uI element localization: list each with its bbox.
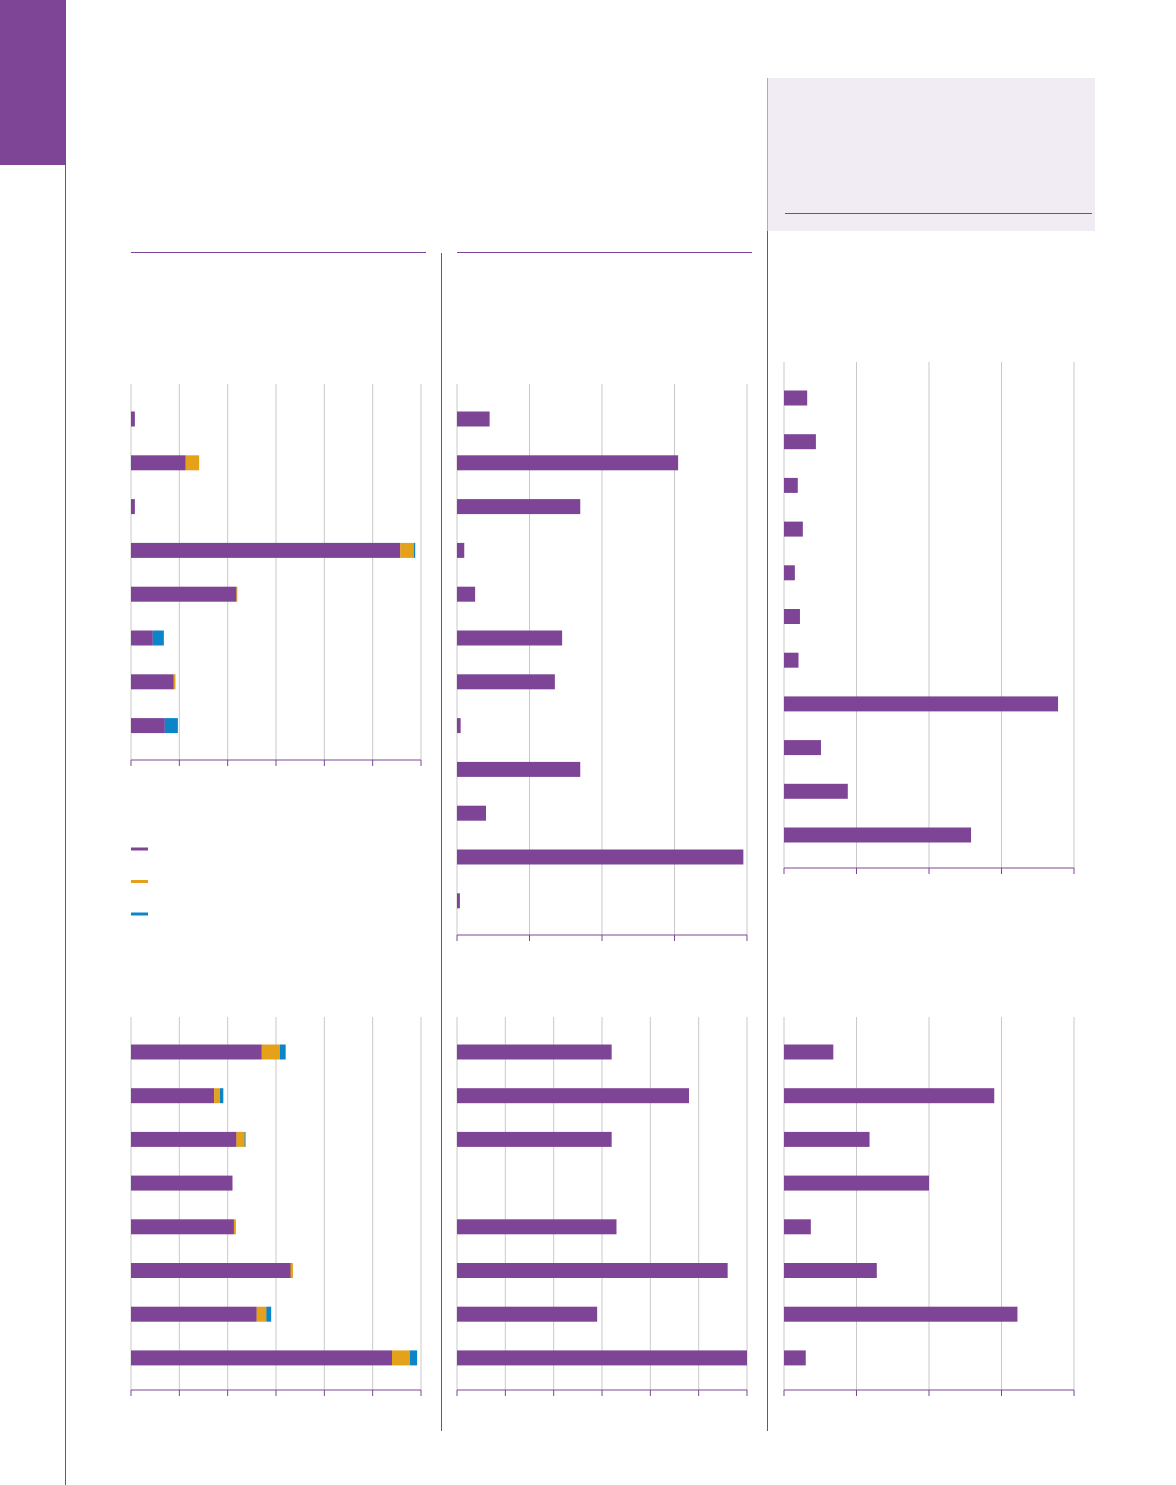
chart-5-bar-3-series-1 [457,1131,612,1147]
chart-4-bar-6-series-2 [290,1263,293,1278]
chart-6-bar-1-series-1 [784,1044,834,1060]
chart-1-bar-7-series-2 [173,674,176,690]
chart-1-bar-7-series-1 [131,674,174,690]
chart-1-bar-8-series-1 [131,718,165,734]
chart-4-bar-3-series-2 [236,1131,245,1147]
legend-swatch-1 [131,847,148,851]
chart-2-bar-11-series-1 [457,849,744,865]
chart-6-bar-5-series-1 [784,1219,811,1235]
chart-3-bar-6-series-1 [784,609,800,624]
chart-1-bar-2-series-2 [185,455,200,471]
column-divider-2 [767,231,768,1431]
chart-4-bar-3-series-3 [244,1131,246,1147]
chart-4-bar-2-series-1 [131,1088,215,1104]
chart-3-bar-1-series-1 [784,390,808,406]
chart-6-bar-3-series-1 [784,1131,870,1147]
chart-4-bar-1-series-3 [279,1044,286,1060]
chart-4-bar-7-series-2 [256,1306,267,1322]
chart-3-bar-9-series-1 [784,740,821,756]
chart-2-bar-9-series-1 [457,761,581,777]
chart-2-bar-2-series-1 [457,455,679,471]
chart-4-bar-6-series-1 [131,1263,291,1278]
column-divider-1 [441,253,442,1431]
info-panel-rule [785,213,1092,214]
chart-4-bar-7-series-3 [266,1306,272,1322]
chart-2-bar-8-series-1 [457,718,461,734]
chart-5-bar-7-series-1 [457,1306,598,1322]
chart-4-bar-1-series-2 [261,1044,280,1060]
chart-3-bar-4-series-1 [784,521,803,537]
chart-2-bar-4-series-1 [457,542,465,558]
chart-1-bar-6-series-3 [152,630,164,646]
chart-4-bar-1-series-1 [131,1044,262,1060]
chart-1-bar-4-series-3 [413,542,416,558]
chart-5-bar-1-series-1 [457,1044,612,1060]
chart-6-bar-7-series-1 [784,1306,1018,1322]
column-2-heading-rule [457,252,752,253]
chart-2-bar-1-series-1 [457,411,490,427]
info-panel-edge [767,78,768,231]
chart-6-bar-2-series-1 [784,1088,995,1104]
chart-2-bar-12-series-1 [457,893,460,909]
margin-rule [65,165,66,1485]
chart-3-bar-8-series-1 [784,696,1059,712]
chart-4-bar-8-series-2 [392,1350,410,1366]
chart-5-bar-8-series-1 [457,1350,747,1366]
legend-swatch-3 [131,912,148,916]
chart-3-bar-3-series-1 [784,477,798,493]
chart-2-bar-5-series-1 [457,586,476,602]
chart-6-bar-8-series-1 [784,1350,806,1366]
chart-1-bar-8-series-3 [164,718,178,734]
chart-1-bar-5-series-1 [131,586,237,602]
chart-2-bar-10-series-1 [457,805,486,821]
chart-5-bar-2-series-1 [457,1088,689,1104]
chart-2-bar-6-series-1 [457,630,563,646]
column-1-heading-rule [131,252,426,253]
chart-1-bar-3-series-1 [131,499,135,515]
chart-1-bar-4-series-2 [400,542,414,558]
chart-4-bar-5-series-2 [233,1219,236,1235]
chart-2-bar-3-series-1 [457,499,581,515]
chart-6-bar-4-series-1 [784,1175,929,1191]
chart-4-bar-7-series-1 [131,1306,257,1322]
chart-3-bar-10-series-1 [784,783,848,799]
chart-6-bar-6-series-1 [784,1263,877,1278]
chart-3-bar-11-series-1 [784,827,972,843]
chart-4-bar-3-series-1 [131,1131,237,1147]
chart-1-bar-6-series-1 [131,630,153,646]
chart-5-bar-5-series-1 [457,1219,617,1235]
chart-2-bar-7-series-1 [457,674,555,690]
legend-swatch-2 [131,880,148,883]
chart-3-bar-5-series-1 [784,565,795,581]
chart-4-bar-4-series-1 [131,1175,233,1191]
chart-4-bar-5-series-1 [131,1219,234,1235]
chart-1-bar-2-series-1 [131,455,186,471]
section-tab [0,0,66,165]
chart-4-bar-8-series-3 [409,1350,418,1366]
chart-1-bar-5-series-2 [236,586,238,602]
chart-4-bar-8-series-1 [131,1350,392,1366]
info-panel [767,78,1095,231]
chart-5-bar-6-series-1 [457,1263,728,1278]
chart-1-bar-1-series-1 [131,411,135,427]
chart-3-bar-7-series-1 [784,652,799,668]
chart-1-bar-4-series-1 [131,542,401,558]
chart-4-bar-2-series-2 [214,1088,220,1104]
chart-3-bar-2-series-1 [784,434,816,450]
chart-4-bar-2-series-3 [219,1088,224,1104]
